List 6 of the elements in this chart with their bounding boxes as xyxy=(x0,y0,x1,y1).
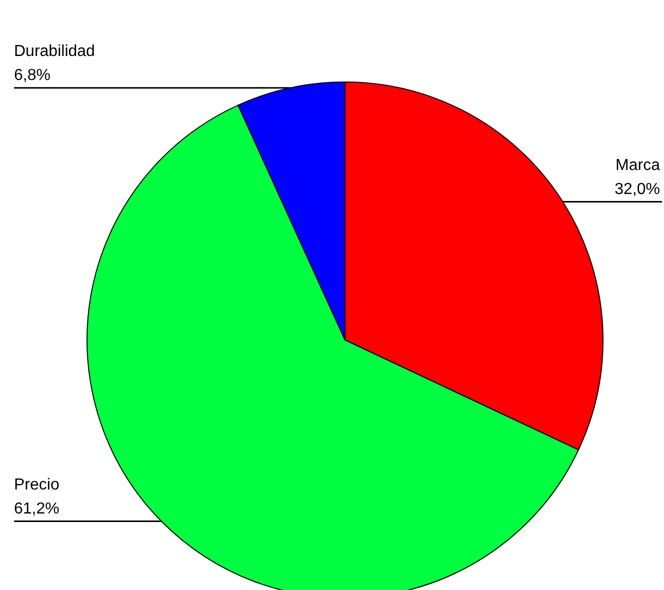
data-label: 6,8% xyxy=(14,66,50,84)
data-label: 32,0% xyxy=(614,180,660,198)
slice-label: Durabilidad xyxy=(14,42,95,60)
data-label: 61,2% xyxy=(14,500,60,518)
slice-label: Marca xyxy=(616,156,660,174)
slice-label: Precio xyxy=(14,476,60,494)
